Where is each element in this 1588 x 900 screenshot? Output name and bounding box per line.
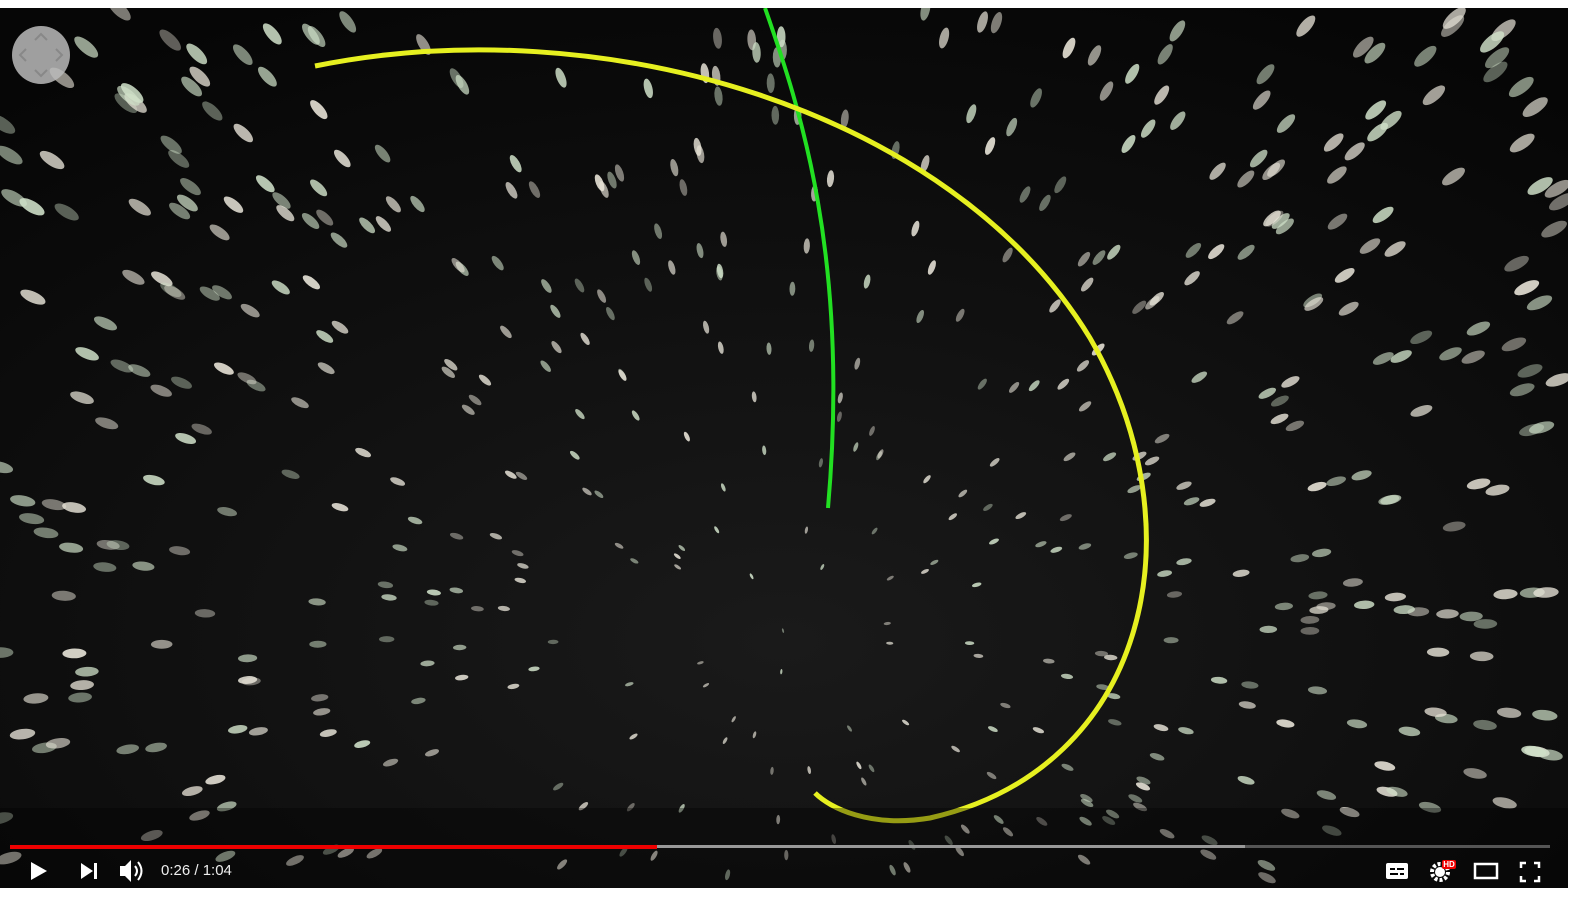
- page: 0:26 / 1:04 HD (() => { const data = JSO…: [0, 0, 1588, 900]
- hd-badge: HD: [1443, 860, 1455, 869]
- video-player[interactable]: 0:26 / 1:04 HD: [0, 8, 1568, 888]
- controls: 0:26 / 1:04 HD: [0, 8, 1568, 888]
- subtitles-button[interactable]: [1386, 863, 1408, 879]
- progress-played: [10, 845, 657, 849]
- next-bar: [94, 863, 97, 879]
- subtitles-icon: [1386, 863, 1408, 879]
- time-display: 0:26 / 1:04: [161, 862, 232, 879]
